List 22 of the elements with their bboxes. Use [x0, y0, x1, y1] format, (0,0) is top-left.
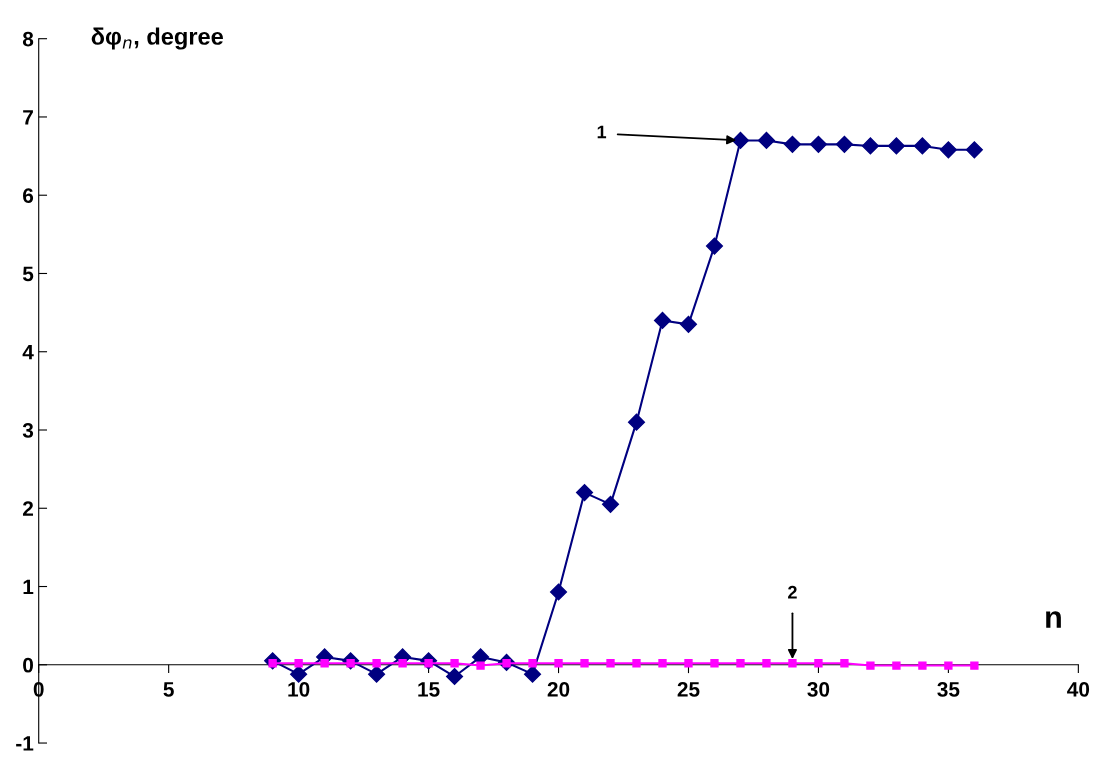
- annotation: 2: [788, 585, 797, 599]
- y-tick-label: 0: [23, 657, 33, 673]
- annotation: 1: [597, 125, 607, 139]
- x-tick-label: 30: [807, 682, 830, 697]
- y-axis-title: δφ$_{n}$, degree: [91, 27, 223, 50]
- y-tick-label: 5: [22, 266, 34, 282]
- x-tick-label: 5: [163, 682, 174, 697]
- y-tick-label: 8: [22, 31, 34, 47]
- y-tick-label: 3: [22, 423, 34, 438]
- y-tick-label: 2: [22, 501, 34, 516]
- x-tick-label: 35: [937, 682, 960, 697]
- y-tick-label: -1: [16, 736, 34, 751]
- x-tick-label: 20: [547, 682, 570, 697]
- x-tick-label: 15: [418, 682, 440, 697]
- x-tick-label: 25: [677, 682, 700, 697]
- y-tick-label: 7: [23, 110, 33, 125]
- x-axis-title: n: [1046, 611, 1061, 628]
- x-tick-label: 10: [288, 682, 310, 697]
- y-tick-label: 1: [23, 579, 34, 595]
- y-tick-label: 4: [22, 344, 34, 360]
- x-tick-label: 40: [1067, 682, 1090, 697]
- y-tick-label: 6: [23, 188, 34, 203]
